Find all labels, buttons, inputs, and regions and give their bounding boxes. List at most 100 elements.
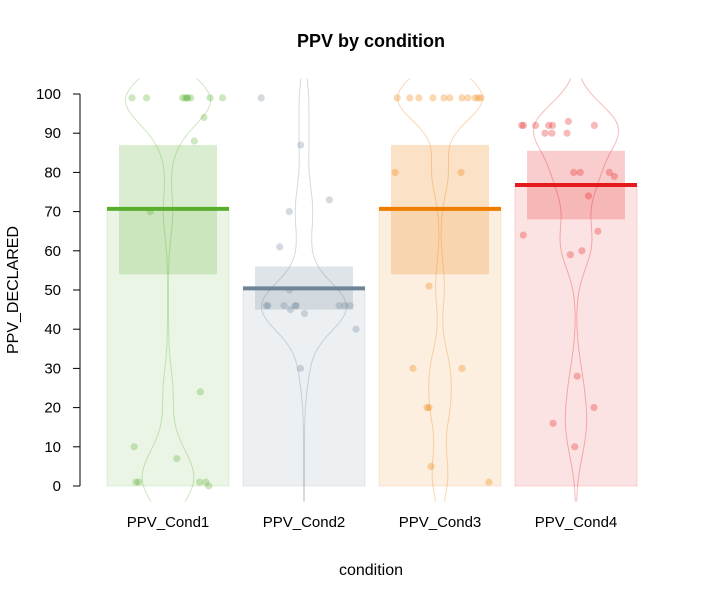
y-tick-label-30: 30: [44, 360, 61, 377]
point-PPV_Cond3-10: [446, 94, 454, 102]
point-PPV_Cond2-3: [285, 208, 293, 216]
point-PPV_Cond1-7: [206, 94, 214, 102]
point-PPV_Cond4-10: [605, 168, 614, 176]
point-PPV_Cond1-2: [179, 94, 187, 102]
point-PPV_Cond2-12: [262, 302, 270, 310]
point-PPV_Cond3-17: [425, 404, 433, 412]
point-PPV_Cond1-17: [196, 478, 204, 486]
point-PPV_Cond1-19: [202, 478, 210, 486]
point-PPV_Cond3-1: [406, 94, 414, 102]
point-PPV_Cond4-12: [576, 168, 584, 176]
point-PPV_Cond2-8: [291, 302, 299, 310]
point-PPV_Cond4-15: [594, 227, 602, 235]
y-tick-label-70: 70: [44, 204, 61, 221]
y-tick-label-60: 60: [44, 243, 61, 260]
y-tick-label-50: 50: [44, 282, 61, 299]
point-PPV_Cond3-9: [393, 94, 401, 102]
point-PPV_Cond3-5: [415, 94, 423, 102]
point-PPV_Cond2-6: [346, 302, 354, 310]
point-PPV_Cond2-10: [335, 302, 343, 310]
point-PPV_Cond1-8: [187, 94, 195, 102]
y-tick-label-40: 40: [44, 321, 61, 338]
point-PPV_Cond3-14: [458, 364, 466, 372]
point-PPV_Cond2-2: [325, 196, 333, 204]
y-tick-label-10: 10: [44, 439, 61, 456]
x-tick-label-PPV_Cond3: PPV_Cond3: [399, 514, 482, 531]
bar-PPV_Cond3: [378, 208, 502, 487]
point-PPV_Cond3-7: [474, 94, 482, 102]
point-PPV_Cond1-6: [128, 94, 136, 102]
y-tick-label-90: 90: [44, 125, 61, 142]
point-PPV_Cond2-7: [341, 302, 349, 310]
point-PPV_Cond4-21: [549, 419, 557, 427]
y-tick-label-100: 100: [36, 86, 61, 103]
point-PPV_Cond2-1: [297, 141, 305, 149]
x-axis-label: condition: [339, 562, 403, 579]
point-PPV_Cond3-3: [477, 94, 485, 102]
point-PPV_Cond1-5: [183, 94, 191, 102]
point-PPV_Cond2-13: [280, 302, 288, 310]
point-PPV_Cond3-16: [423, 404, 431, 412]
point-PPV_Cond4-8: [563, 129, 571, 137]
point-PPV_Cond1-1: [142, 94, 151, 102]
point-PPV_Cond1-10: [190, 137, 198, 145]
point-PPV_Cond4-4: [590, 121, 599, 129]
point-PPV_Cond1-9: [200, 113, 208, 122]
point-PPV_Cond1-13: [130, 443, 138, 451]
point-PPV_Cond4-20: [590, 404, 598, 412]
point-PPV_Cond2-0: [257, 94, 265, 102]
bean-left-PPV_Cond4: [532, 78, 576, 502]
plot-area: 0 10 20 30 40 50 60 70 80 90 100 PPV_Cond1 PPV_Cond2…: [36, 77, 638, 531]
point-PPV_Cond2-11: [264, 302, 272, 310]
point-PPV_Cond4-9: [541, 129, 549, 137]
y-axis-label: PPV_DECLARED: [5, 226, 22, 354]
point-PPV_Cond4-11: [570, 168, 578, 176]
y-tick-label-80: 80: [44, 164, 61, 181]
x-tick-label-PPV_Cond2: PPV_Cond2: [263, 514, 346, 531]
point-PPV_Cond3-2: [429, 94, 437, 102]
bar-PPV_Cond1: [106, 208, 230, 487]
point-PPV_Cond1-4: [184, 94, 192, 102]
point-PPV_Cond2-17: [296, 364, 304, 372]
bean-left-PPV_Cond1: [124, 77, 168, 502]
bar-PPV_Cond4: [514, 184, 638, 487]
bean-right-PPV_Cond4: [576, 78, 620, 502]
point-PPV_Cond3-6: [440, 94, 448, 102]
point-PPV_Cond4-6: [548, 121, 557, 129]
bean-right-PPV_Cond3: [440, 77, 484, 502]
point-PPV_Cond1-15: [135, 478, 143, 486]
point-PPV_Cond4-13: [610, 172, 618, 180]
bean-right-PPV_Cond1: [168, 77, 212, 502]
point-PPV_Cond1-14: [173, 455, 181, 463]
bean-left-PPV_Cond3: [396, 77, 440, 502]
chart-title: PPV by condition: [297, 31, 445, 51]
x-tick-label-PPV_Cond4: PPV_Cond4: [535, 514, 618, 531]
y-tick-label-20: 20: [44, 400, 61, 417]
point-PPV_Cond1-18: [205, 482, 213, 490]
point-PPV_Cond4-16: [519, 231, 527, 239]
point-PPV_Cond4-3: [532, 121, 540, 129]
y-tick-label-0: 0: [53, 478, 61, 495]
point-PPV_Cond4-5: [518, 121, 526, 129]
point-PPV_Cond4-18: [566, 251, 575, 259]
point-PPV_Cond3-11: [391, 168, 399, 176]
point-PPV_Cond4-14: [584, 192, 593, 200]
point-PPV_Cond1-0: [181, 94, 189, 102]
x-tick-label-PPV_Cond1: PPV_Cond1: [127, 514, 210, 531]
point-PPV_Cond3-4: [471, 94, 479, 102]
point-PPV_Cond3-19: [485, 478, 493, 486]
point-PPV_Cond1-16: [132, 478, 140, 486]
point-PPV_Cond1-12: [196, 388, 204, 396]
point-PPV_Cond4-1: [519, 121, 528, 129]
point-PPV_Cond2-16: [352, 325, 360, 333]
point-PPV_Cond3-12: [457, 168, 465, 176]
point-PPV_Cond3-13: [425, 282, 433, 290]
point-PPV_Cond4-0: [564, 117, 573, 125]
point-PPV_Cond4-2: [545, 121, 553, 129]
point-PPV_Cond3-15: [409, 364, 417, 372]
point-PPV_Cond1-3: [218, 94, 227, 102]
point-PPV_Cond2-15: [300, 309, 309, 318]
point-PPV_Cond2-9: [292, 302, 300, 310]
point-PPV_Cond2-14: [286, 306, 295, 314]
